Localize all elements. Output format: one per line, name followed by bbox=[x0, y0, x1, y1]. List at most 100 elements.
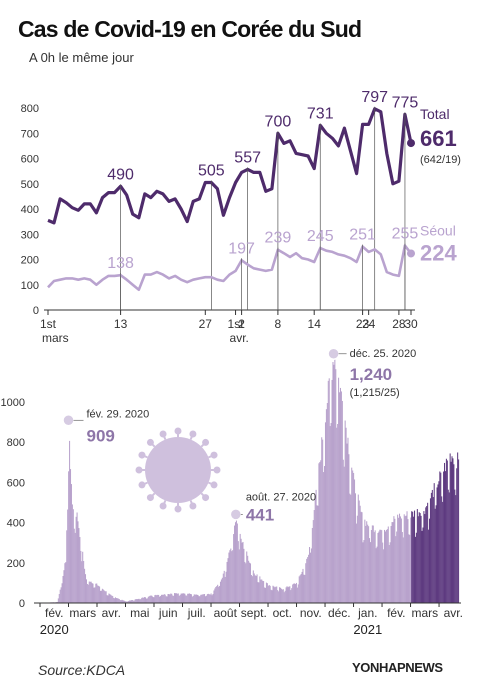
bar bbox=[412, 511, 414, 603]
bar bbox=[136, 599, 138, 603]
bar bbox=[447, 489, 449, 603]
bar bbox=[437, 484, 439, 603]
annotation-value: 1,240 bbox=[350, 365, 393, 384]
bar bbox=[134, 599, 136, 603]
bar bbox=[183, 593, 185, 603]
x-tick-label: 14 bbox=[308, 317, 322, 331]
bar bbox=[174, 593, 177, 603]
bar bbox=[159, 596, 161, 603]
source-text: Source:KDCA bbox=[38, 662, 126, 678]
bar bbox=[211, 595, 213, 603]
bar bbox=[216, 586, 218, 603]
bar bbox=[236, 523, 238, 603]
bar bbox=[126, 601, 128, 603]
data-label: 731 bbox=[307, 105, 334, 122]
bar bbox=[365, 525, 367, 603]
series-line bbox=[47, 244, 413, 292]
bar bbox=[85, 579, 87, 603]
bar bbox=[102, 589, 104, 603]
x-month-label: nov. bbox=[300, 606, 322, 620]
bar bbox=[279, 587, 281, 603]
bar bbox=[309, 552, 311, 603]
bar bbox=[322, 439, 324, 603]
bar bbox=[80, 550, 82, 603]
virus-spike-tip bbox=[174, 505, 182, 513]
bar bbox=[377, 532, 379, 603]
bar bbox=[188, 593, 190, 603]
bar bbox=[438, 481, 440, 603]
bar bbox=[258, 582, 260, 603]
y-tick-label: 1000 bbox=[1, 397, 25, 409]
bar bbox=[274, 587, 276, 603]
bar bbox=[140, 599, 142, 603]
y-tick-label: 0 bbox=[33, 305, 39, 317]
bar bbox=[317, 505, 319, 603]
bar bbox=[347, 437, 349, 603]
bar bbox=[122, 600, 124, 603]
bar bbox=[454, 489, 456, 603]
bar bbox=[156, 595, 158, 603]
bar bbox=[285, 587, 287, 603]
bar bbox=[106, 595, 108, 603]
bar bbox=[358, 500, 360, 603]
bar bbox=[206, 594, 208, 603]
bar bbox=[242, 541, 244, 603]
bar bbox=[265, 582, 267, 603]
x-tick-label: 2 bbox=[238, 317, 245, 331]
bar bbox=[359, 505, 361, 603]
bar bbox=[335, 369, 337, 603]
bar bbox=[262, 580, 264, 603]
bar bbox=[198, 596, 200, 603]
bar bbox=[336, 427, 338, 603]
bar bbox=[119, 600, 121, 603]
bar bbox=[444, 462, 446, 603]
x-month-label: avr. bbox=[444, 606, 463, 620]
bar bbox=[339, 392, 341, 603]
bar bbox=[321, 437, 323, 603]
virus-spike-tip bbox=[210, 481, 218, 489]
bar bbox=[334, 358, 336, 603]
bar bbox=[250, 575, 252, 603]
bar bbox=[353, 472, 355, 603]
bar bbox=[416, 509, 418, 603]
bar bbox=[222, 573, 224, 603]
bar bbox=[154, 595, 156, 603]
bar bbox=[350, 494, 352, 603]
bar bbox=[354, 493, 356, 603]
bar bbox=[433, 483, 435, 603]
bar bbox=[369, 542, 371, 603]
bar bbox=[64, 563, 66, 603]
bar bbox=[410, 517, 412, 603]
series-end-point bbox=[407, 249, 415, 258]
bar bbox=[267, 585, 269, 603]
bar bbox=[137, 599, 139, 603]
bar bbox=[307, 557, 309, 603]
bar bbox=[457, 452, 459, 603]
bar bbox=[249, 563, 252, 603]
bar bbox=[196, 594, 198, 603]
bar bbox=[324, 422, 326, 603]
bar bbox=[349, 493, 351, 603]
bar bbox=[167, 594, 169, 603]
bar bbox=[434, 508, 436, 603]
bar bbox=[147, 596, 149, 603]
x-tick-label: 30 bbox=[404, 317, 418, 331]
bar bbox=[400, 518, 402, 603]
bar bbox=[157, 594, 159, 603]
bar bbox=[303, 574, 305, 603]
bar bbox=[396, 531, 398, 603]
bar bbox=[219, 581, 222, 603]
bar bbox=[185, 595, 187, 603]
annotation-marker bbox=[229, 508, 243, 521]
bar bbox=[456, 468, 458, 603]
bar bbox=[115, 598, 117, 603]
bar bbox=[218, 586, 220, 603]
annotation-marker bbox=[327, 347, 340, 361]
bar bbox=[424, 514, 426, 603]
bar bbox=[75, 516, 77, 603]
bar bbox=[318, 463, 320, 603]
bar bbox=[179, 594, 181, 603]
bar bbox=[234, 525, 236, 603]
bar bbox=[78, 528, 80, 603]
bar bbox=[448, 492, 450, 603]
